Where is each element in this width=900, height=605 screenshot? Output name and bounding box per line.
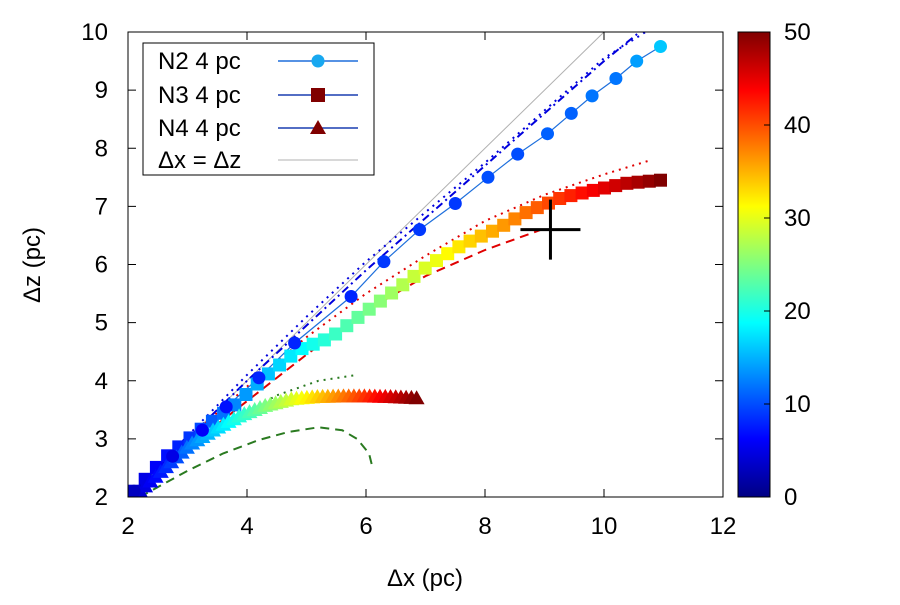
n3-marker <box>418 261 432 275</box>
n3-marker <box>586 183 600 197</box>
n3-marker <box>396 278 410 292</box>
n2-marker <box>195 423 209 437</box>
n3-marker <box>362 302 376 316</box>
n3-marker <box>306 337 320 351</box>
n2-marker <box>630 54 644 68</box>
y-tick-label: 5 <box>95 310 108 337</box>
n2-marker <box>128 484 141 497</box>
legend-marker-square <box>311 88 325 102</box>
n2-marker <box>564 106 578 120</box>
n3-marker <box>474 229 488 243</box>
n2-marker <box>252 371 266 385</box>
n3-marker <box>598 181 611 195</box>
y-tick-label: 4 <box>95 368 108 395</box>
curve-n2-dashdot <box>133 32 641 492</box>
n2-marker <box>541 127 554 141</box>
y-tick-label: 6 <box>95 252 108 279</box>
n3-marker <box>631 175 645 189</box>
n3-marker <box>239 388 253 401</box>
y-tick-label: 8 <box>95 135 108 162</box>
n3-marker <box>530 201 544 215</box>
n3-marker <box>508 212 522 226</box>
n2-marker <box>219 400 233 414</box>
curve-n4-dashed <box>139 426 373 497</box>
n3-marker <box>642 174 656 188</box>
n3-line <box>133 179 661 492</box>
n3-marker <box>575 186 589 200</box>
n2-marker <box>344 290 358 303</box>
x-tick-label: 2 <box>121 513 134 540</box>
n3-marker <box>407 269 421 283</box>
n3-marker <box>351 310 365 324</box>
curve-n4-dotted <box>139 373 358 492</box>
y-tick-label: 9 <box>95 77 108 104</box>
curve-n3-dotted <box>133 158 652 492</box>
n3-marker <box>373 294 387 308</box>
x-tick-label: 6 <box>359 513 372 540</box>
n2-marker <box>609 72 623 85</box>
legend-label: Δx = Δz <box>158 147 241 174</box>
y-tick-label: 2 <box>95 484 108 511</box>
n2-marker <box>511 147 525 161</box>
n2-marker <box>377 255 391 269</box>
n3-marker <box>564 189 578 203</box>
n3-marker <box>385 286 399 300</box>
n3-marker <box>609 179 623 193</box>
n3-marker <box>452 240 466 254</box>
n2-marker <box>413 223 427 237</box>
y-axis-label: Δz (pc) <box>19 227 46 303</box>
n3-marker <box>654 173 667 187</box>
n2-marker <box>654 40 667 53</box>
x-axis-label: Δx (pc) <box>387 565 463 592</box>
x-tick-label: 8 <box>478 513 491 540</box>
legend-label: N3 4 pc <box>158 82 241 109</box>
n2-marker <box>448 197 462 210</box>
n2-marker <box>481 170 495 184</box>
x-tick-label: 12 <box>710 513 737 540</box>
curve-n3-dashed <box>133 228 542 492</box>
curve-n2-dotted <box>133 32 647 492</box>
n4-marker <box>408 390 425 405</box>
n3-marker <box>329 327 343 341</box>
colorbar-tick-label: 40 <box>784 112 811 139</box>
n2-marker <box>585 89 599 103</box>
x-tick-label: 10 <box>591 513 618 540</box>
n3-marker <box>317 333 331 347</box>
y-tick-label: 3 <box>95 426 108 453</box>
x-tick-label: 4 <box>240 513 253 540</box>
y-tick-label: 7 <box>95 193 108 220</box>
colorbar-tick-label: 0 <box>784 484 797 511</box>
legend-marker-circle <box>311 54 325 68</box>
n3-marker <box>273 358 287 372</box>
y-tick-label: 10 <box>81 19 108 46</box>
n3-marker <box>284 349 298 363</box>
legend-label: N2 4 pc <box>158 48 241 75</box>
legend-box <box>142 42 375 176</box>
n2-marker <box>166 449 180 463</box>
n3-marker <box>463 234 477 248</box>
n3-marker <box>486 224 499 238</box>
legend-marker-triangle <box>310 120 326 134</box>
n3-marker <box>340 319 354 333</box>
n3-marker <box>620 176 634 190</box>
legend-label: N4 4 pc <box>158 115 241 142</box>
n2-marker <box>288 336 302 350</box>
n3-marker <box>441 247 455 261</box>
n3-marker <box>519 206 533 220</box>
n3-marker <box>430 254 443 268</box>
colorbar <box>737 31 771 498</box>
colorbar-tick-label: 10 <box>784 391 811 418</box>
colorbar-tick-label: 50 <box>784 19 811 46</box>
colorbar-tick-label: 30 <box>784 205 811 232</box>
n3-marker <box>542 196 555 210</box>
n3-marker <box>497 218 511 232</box>
n3-marker <box>553 192 567 205</box>
colorbar-tick-label: 20 <box>784 298 811 325</box>
